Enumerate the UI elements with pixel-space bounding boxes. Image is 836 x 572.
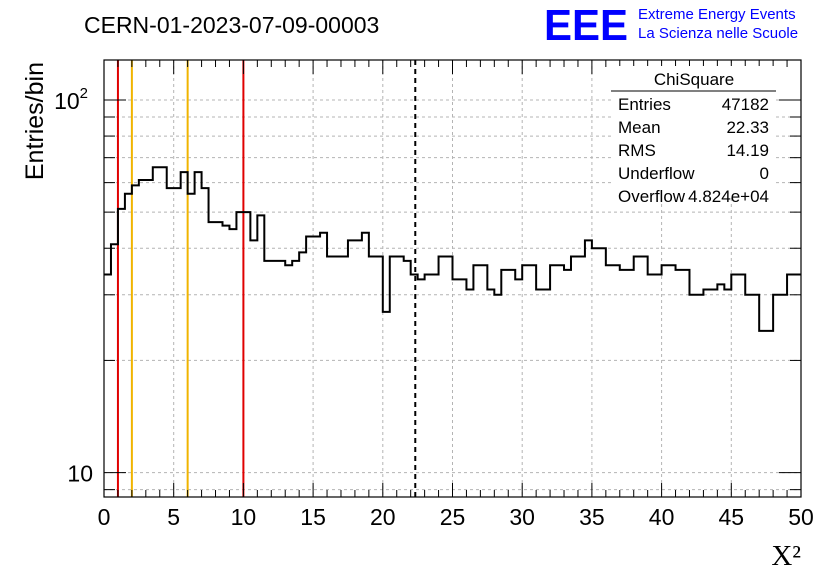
stats-label-mean: Mean <box>618 118 661 137</box>
stats-value-mean: 22.33 <box>726 118 769 137</box>
marker-lines <box>116 60 417 497</box>
stats-title: ChiSquare <box>654 70 734 89</box>
stats-box-background <box>611 66 776 197</box>
x-tick-label: 10 <box>231 504 257 530</box>
stats-value-underflow: 0 <box>760 164 769 183</box>
logo-line-2: La Scienza nelle Scuole <box>638 25 798 42</box>
x-tick-label: 35 <box>579 504 605 530</box>
axis-ticks: 0 5 10 15 20 25 30 35 40 45 50 102 10 <box>54 60 814 530</box>
x-tick-label: 30 <box>509 504 535 530</box>
y-axis-label: Entries/bin <box>21 62 49 180</box>
stats-label-rms: RMS <box>618 141 656 160</box>
stats-value-entries: 47182 <box>722 95 769 114</box>
x-tick-label: 50 <box>788 504 814 530</box>
x-tick-label: 0 <box>98 504 111 530</box>
x-axis-label: X² <box>771 540 801 572</box>
stats-label-entries: Entries <box>618 95 671 114</box>
histogram-series <box>104 166 801 332</box>
stats-label-overflow: Overflow <box>618 187 686 206</box>
x-tick-label: 25 <box>440 504 466 530</box>
stats-value-overflow: 4.824e+04 <box>688 187 769 206</box>
run-title: CERN-01-2023-07-09-00003 <box>84 12 379 38</box>
eee-logo: EEE <box>544 1 628 50</box>
y-tick-label: 102 <box>54 85 88 114</box>
x-tick-label: 20 <box>370 504 396 530</box>
x-tick-label: 40 <box>649 504 675 530</box>
stats-box: ChiSquare Entries 47182 Mean 22.33 RMS 1… <box>611 66 776 206</box>
logo-line-1: Extreme Energy Events <box>638 6 796 23</box>
x-tick-label: 45 <box>719 504 745 530</box>
y-tick-label: 10 <box>67 461 93 487</box>
stats-label-underflow: Underflow <box>618 164 695 183</box>
x-tick-label: 15 <box>300 504 326 530</box>
x-tick-label: 5 <box>167 504 180 530</box>
stats-value-rms: 14.19 <box>726 141 769 160</box>
